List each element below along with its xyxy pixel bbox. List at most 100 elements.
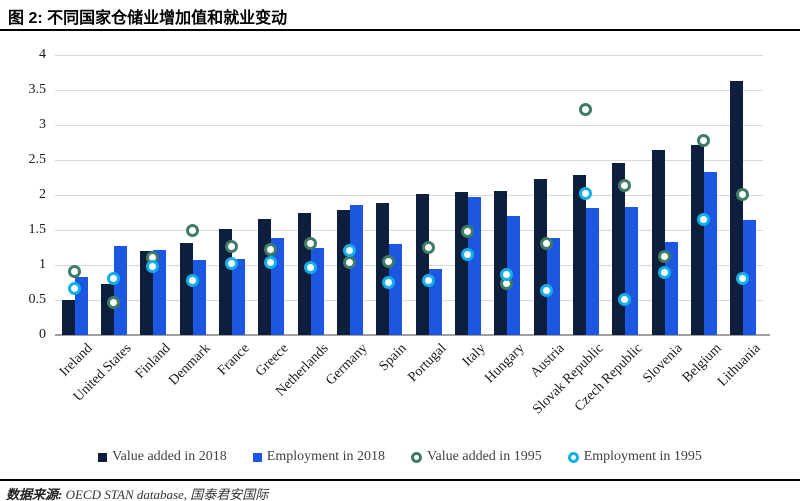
legend-item-employment-1995: Employment in 1995 [567, 449, 702, 465]
bar-employment-in-2018-slovenia [664, 241, 678, 335]
figure-title: 图 2: 不同国家仓储业增加值和就业变动 [8, 10, 288, 27]
y-tick-label: 1.5 [28, 222, 47, 237]
bar-value-added-in-2018-greece [258, 218, 272, 335]
marker-value-added-in-1995-austria [539, 236, 553, 250]
data-source-value: OECD STAN database, 国泰君安国际 [62, 487, 269, 501]
marker-value-added-in-1995-italy [461, 224, 474, 238]
y-tick-label: 0 [39, 327, 46, 342]
marker-value-added-in-1995-belgium [697, 134, 710, 148]
marker-employment-in-1995-finland [146, 260, 160, 274]
marker-employment-in-1995-slovenia [657, 266, 671, 279]
chart-plot-area [55, 55, 771, 336]
legend-ring-green-circle-icon [411, 451, 422, 463]
gridline [55, 160, 763, 161]
legend-label: Employment in 1995 [583, 449, 702, 464]
marker-employment-in-1995-austria [539, 283, 553, 297]
marker-value-added-in-1995-france [225, 240, 238, 254]
bar-value-added-in-2018-austria [533, 178, 547, 335]
bar-employment-in-2018-lithuania [743, 219, 757, 335]
marker-value-added-in-1995-slovenia [657, 249, 671, 263]
y-tick-label: 4 [39, 47, 46, 62]
marker-employment-in-1995-belgium [697, 212, 710, 226]
bar-employment-in-2018-czech-republic [625, 206, 639, 335]
bar-employment-in-2018-hungary [507, 216, 521, 335]
bar-value-added-in-2018-france [219, 228, 232, 335]
marker-value-added-in-1995-germany [343, 255, 356, 269]
marker-value-added-in-1995-portugal [421, 240, 435, 254]
marker-employment-in-1995-france [225, 256, 238, 270]
y-tick-label: 0.5 [28, 292, 47, 307]
legend-label: Employment in 2018 [266, 449, 385, 464]
chart-legend: Value added in 2018 Employment in 2018 V… [0, 449, 800, 465]
gridline [55, 265, 763, 266]
y-tick-label: 3.5 [28, 82, 47, 97]
y-tick-label: 3 [39, 117, 46, 132]
bar-value-added-in-2018-slovak-republic [573, 175, 586, 335]
marker-employment-in-1995-italy [461, 247, 474, 261]
marker-employment-in-1995-united-states [107, 272, 120, 286]
marker-value-added-in-1995-united-states [107, 296, 120, 310]
y-tick-label: 2 [39, 187, 46, 202]
bar-value-added-in-2018-belgium [691, 144, 704, 335]
gridline [55, 55, 763, 56]
gridline [55, 90, 763, 91]
bar-employment-in-2018-austria [546, 238, 560, 335]
x-axis-line [55, 334, 771, 336]
bar-value-added-in-2018-hungary [494, 190, 508, 335]
bar-value-added-in-2018-united-states [101, 283, 114, 335]
marker-value-added-in-1995-lithuania [736, 188, 750, 202]
gridline [55, 300, 763, 301]
bar-employment-in-2018-spain [389, 244, 403, 335]
data-source-label: 数据来源: [6, 487, 63, 501]
y-tick-label: 1 [39, 257, 46, 272]
marker-employment-in-1995-portugal [421, 273, 435, 287]
bar-value-added-in-2018-denmark [179, 243, 193, 335]
bar-employment-in-2018-denmark [192, 260, 206, 335]
marker-employment-in-1995-spain [382, 275, 396, 289]
bar-employment-in-2018-germany [350, 204, 363, 335]
marker-value-added-in-1995-denmark [185, 224, 199, 237]
y-tick-label: 2.5 [28, 152, 47, 167]
legend-item-employment-2018: Employment in 2018 [252, 449, 385, 465]
marker-value-added-in-1995-slovak-republic [579, 102, 592, 116]
figure-footer: 数据来源: OECD STAN database, 国泰君安国际 [0, 479, 800, 501]
data-source-text: 数据来源: OECD STAN database, 国泰君安国际 [6, 484, 268, 501]
bar-employment-in-2018-belgium [704, 171, 717, 335]
marker-employment-in-1995-slovak-republic [579, 186, 592, 200]
figure-header: 图 2: 不同国家仓储业增加值和就业变动 [0, 0, 800, 31]
legend-item-value-added-1995: Value added in 1995 [411, 449, 542, 465]
gridline [55, 195, 763, 196]
bar-value-added-in-2018-slovenia [651, 149, 665, 335]
legend-label: Value added in 1995 [427, 449, 542, 464]
marker-employment-in-1995-netherlands [303, 261, 317, 275]
marker-value-added-in-1995-czech-republic [618, 179, 632, 193]
bar-value-added-in-2018-spain [376, 202, 390, 335]
gridline [55, 125, 763, 126]
marker-employment-in-1995-hungary [500, 268, 514, 282]
bar-employment-in-2018-united-states [114, 246, 127, 335]
gridline [55, 230, 763, 231]
marker-employment-in-1995-greece [264, 255, 278, 269]
bar-employment-in-2018-slovak-republic [586, 207, 599, 335]
bar-employment-in-2018-italy [468, 197, 481, 335]
legend-label: Value added in 2018 [112, 449, 227, 464]
marker-employment-in-1995-denmark [185, 273, 199, 287]
legend-item-value-added-2018: Value added in 2018 [98, 449, 227, 465]
marker-value-added-in-1995-spain [382, 254, 396, 268]
bar-value-added-in-2018-czech-republic [612, 162, 626, 335]
legend-swatch-blue-bar-icon [252, 452, 262, 462]
bar-value-added-in-2018-lithuania [730, 80, 744, 335]
legend-ring-cyan-circle-icon [567, 451, 579, 463]
bar-value-added-in-2018-germany [337, 209, 350, 335]
bar-value-added-in-2018-italy [455, 191, 468, 335]
marker-value-added-in-1995-netherlands [303, 236, 317, 250]
bar-value-added-in-2018-ireland [61, 300, 75, 335]
legend-swatch-dark-bar-icon [98, 452, 108, 462]
marker-value-added-in-1995-ireland [67, 264, 81, 278]
bar-employment-in-2018-france [232, 258, 245, 335]
marker-value-added-in-1995-greece [264, 242, 278, 256]
marker-employment-in-1995-germany [343, 243, 356, 257]
marker-employment-in-1995-lithuania [736, 271, 750, 285]
marker-employment-in-1995-czech-republic [618, 293, 632, 307]
